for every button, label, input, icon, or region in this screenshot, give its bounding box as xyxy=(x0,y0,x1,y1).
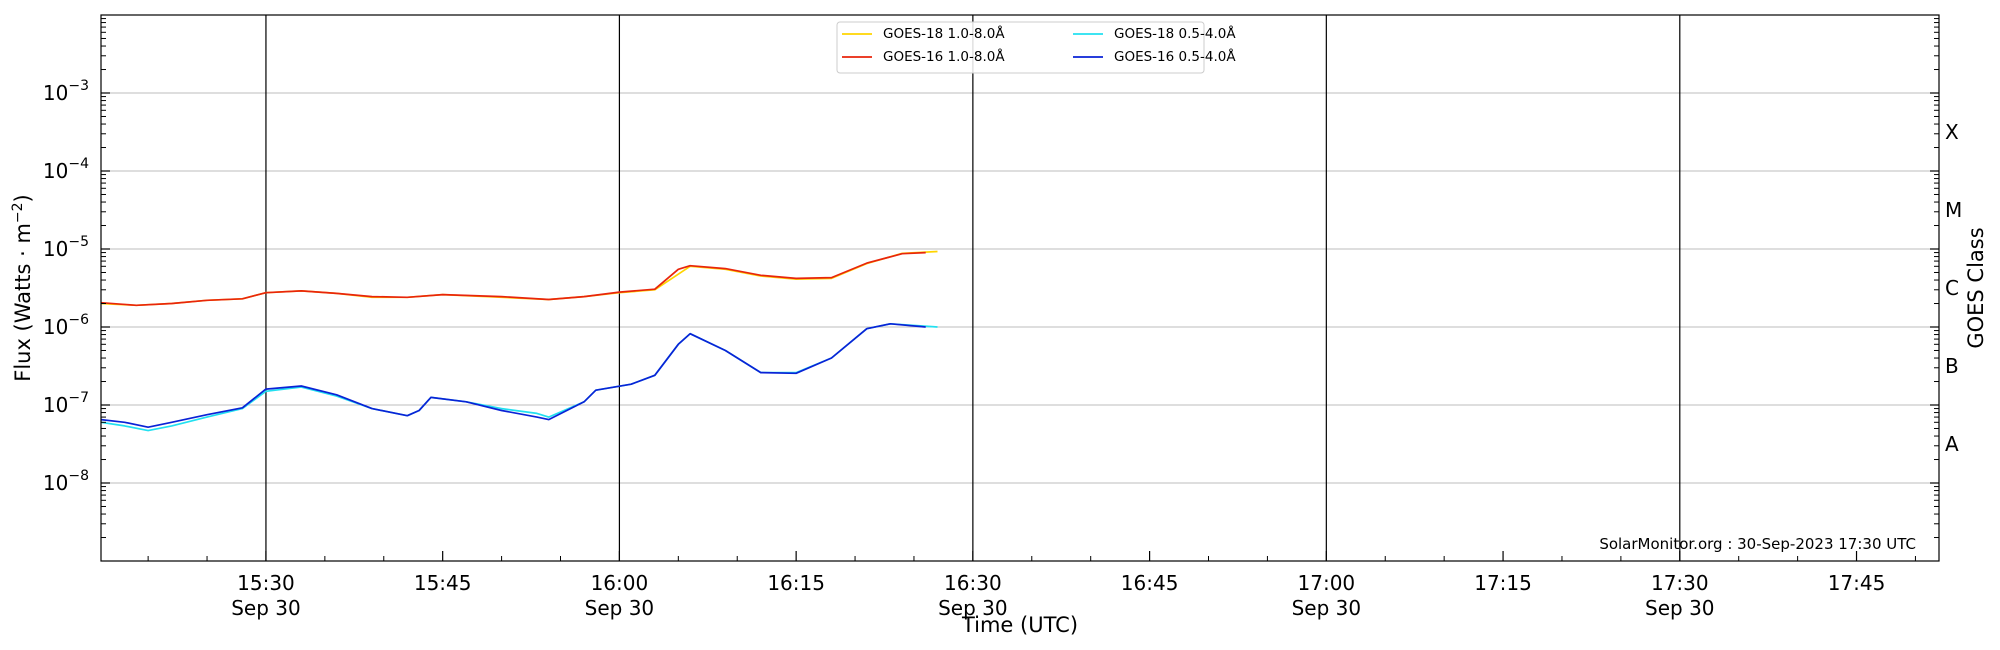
goes-class-label: A xyxy=(1945,432,1959,456)
x-tick-date-label: Sep 30 xyxy=(585,596,655,620)
x-tick-label: 16:00 xyxy=(591,571,649,595)
x-tick-label: 16:15 xyxy=(767,571,825,595)
x-tick-label: 15:30 xyxy=(237,571,295,595)
y-tick-label: 10−6 xyxy=(43,312,89,339)
x-tick-label: 16:45 xyxy=(1121,571,1179,595)
series-line xyxy=(100,322,926,429)
goes-class-label: B xyxy=(1945,354,1959,378)
goes-class-label: C xyxy=(1945,276,1959,300)
legend-label: GOES-18 1.0-8.0Å xyxy=(883,25,1005,42)
grid-lines xyxy=(101,15,1939,561)
x-tick-date-label: Sep 30 xyxy=(231,596,301,620)
legend-box xyxy=(836,21,1205,74)
y-tick-label: 10−8 xyxy=(43,468,89,495)
legend-label: GOES-18 0.5-4.0Å xyxy=(1114,25,1236,42)
x-tick-date-label: Sep 30 xyxy=(1645,596,1715,620)
axis-ticks xyxy=(101,18,1939,561)
y-axis-label-exponent: −2 xyxy=(10,202,26,223)
plot-area-frame xyxy=(100,14,1940,562)
y-tick-label: 10−3 xyxy=(43,78,89,105)
x-tick-label: 15:45 xyxy=(414,571,472,595)
x-axis-label: Time (UTC) xyxy=(961,613,1078,637)
legend: GOES-18 1.0-8.0Å GOES-16 1.0-8.0Å GOES-18 … xyxy=(836,21,1236,74)
legend-label: GOES-16 0.5-4.0Å xyxy=(1114,48,1236,65)
series-lines xyxy=(100,250,938,432)
y-axis-label: Flux (Watts · m−2) xyxy=(10,194,35,382)
legend-label: GOES-16 1.0-8.0Å xyxy=(883,48,1005,65)
source-footer: SolarMonitor.org : 30-Sep-2023 17:30 UTC xyxy=(1599,535,1916,553)
x-tick-label: 17:00 xyxy=(1298,571,1356,595)
goes-class-axis-label: GOES Class xyxy=(1964,227,1988,348)
y-tick-label: 10−7 xyxy=(43,390,89,417)
x-tick-label: 16:30 xyxy=(944,571,1002,595)
x-tick-date-label: Sep 30 xyxy=(938,596,1008,620)
y-tick-label: 10−5 xyxy=(43,234,89,261)
goes-class-label: M xyxy=(1945,198,1962,222)
y-tick-label: 10−4 xyxy=(43,156,89,183)
x-tick-label: 17:15 xyxy=(1474,571,1532,595)
x-tick-date-label: Sep 30 xyxy=(1292,596,1362,620)
x-tick-label: 17:45 xyxy=(1828,571,1886,595)
goes-class-label: X xyxy=(1945,120,1959,144)
series-line xyxy=(100,251,926,307)
x-tick-label: 17:30 xyxy=(1651,571,1709,595)
